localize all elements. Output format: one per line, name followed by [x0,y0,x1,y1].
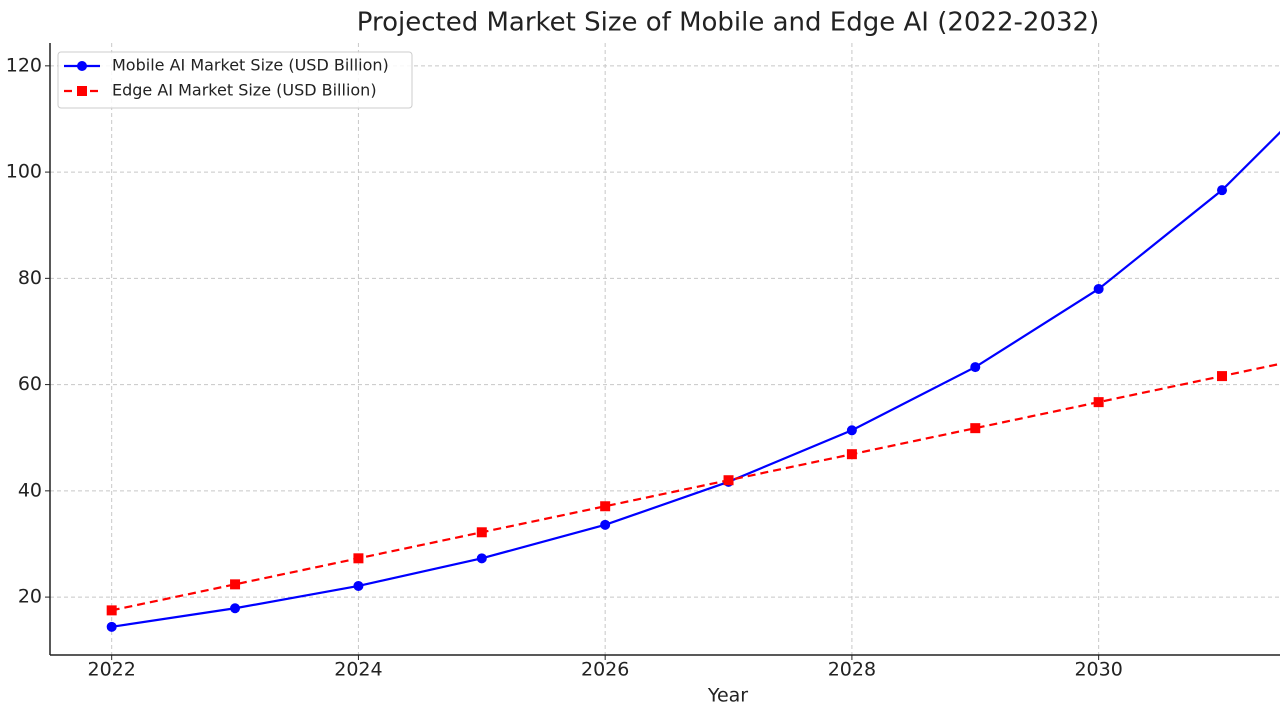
marker [353,580,364,591]
x-tick-label: 2024 [334,659,382,681]
legend-label: Mobile AI Market Size (USD Billion) [112,56,389,75]
marker [1217,185,1228,196]
legend: Mobile AI Market Size (USD Billion) Edge … [57,51,413,109]
marker [970,362,981,373]
marker [970,423,981,434]
y-tick-label: 80 [18,267,42,289]
marker [476,527,487,538]
marker [1093,397,1104,408]
marker [230,579,241,590]
legend-marker [77,86,87,96]
x-tick-label: 2022 [88,659,136,681]
y-tick-label: 40 [18,479,42,501]
grid [50,43,1280,655]
x-tick-label: 2028 [828,659,876,681]
x-axis-label: Year [707,685,748,707]
series-line [111,362,1280,612]
y-tick-label: 60 [18,373,42,395]
marker [723,475,734,486]
marker [600,501,611,512]
legend-box [57,51,413,109]
x-tick-label: 2030 [1074,659,1122,681]
plot-area [106,130,1280,632]
marker [106,605,117,616]
marker [106,621,117,632]
marker [846,425,857,436]
series-line [111,130,1280,628]
marker [1217,371,1228,382]
x-tick-label: 2026 [581,659,629,681]
y-tick-label: 100 [6,161,42,183]
marker [846,449,857,460]
marker [476,553,487,564]
legend-marker [77,61,87,71]
marker [230,603,241,614]
marker [600,519,611,530]
legend-label: Edge AI Market Size (USD Billion) [112,81,377,100]
y-tick-label: 20 [18,586,42,608]
marker [353,553,364,564]
chart-title: Projected Market Size of Mobile and Edge… [357,8,1099,38]
marker [1093,283,1104,294]
y-tick-label: 120 [6,54,42,76]
